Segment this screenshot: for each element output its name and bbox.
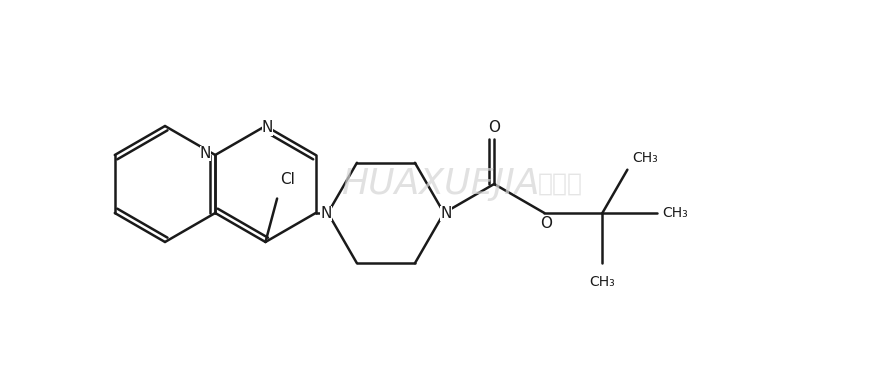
Text: N: N [320, 205, 332, 220]
Text: N: N [440, 205, 451, 220]
Text: O: O [540, 216, 553, 230]
Text: 化学加: 化学加 [538, 172, 583, 196]
Text: CH₃: CH₃ [590, 275, 615, 289]
Text: CH₃: CH₃ [663, 206, 688, 220]
Text: N: N [200, 145, 211, 160]
Text: CH₃: CH₃ [633, 151, 658, 165]
Text: N: N [261, 120, 273, 135]
Text: O: O [488, 120, 500, 134]
Text: Cl: Cl [280, 171, 295, 187]
Text: HUAXUEJIA: HUAXUEJIA [341, 167, 539, 201]
